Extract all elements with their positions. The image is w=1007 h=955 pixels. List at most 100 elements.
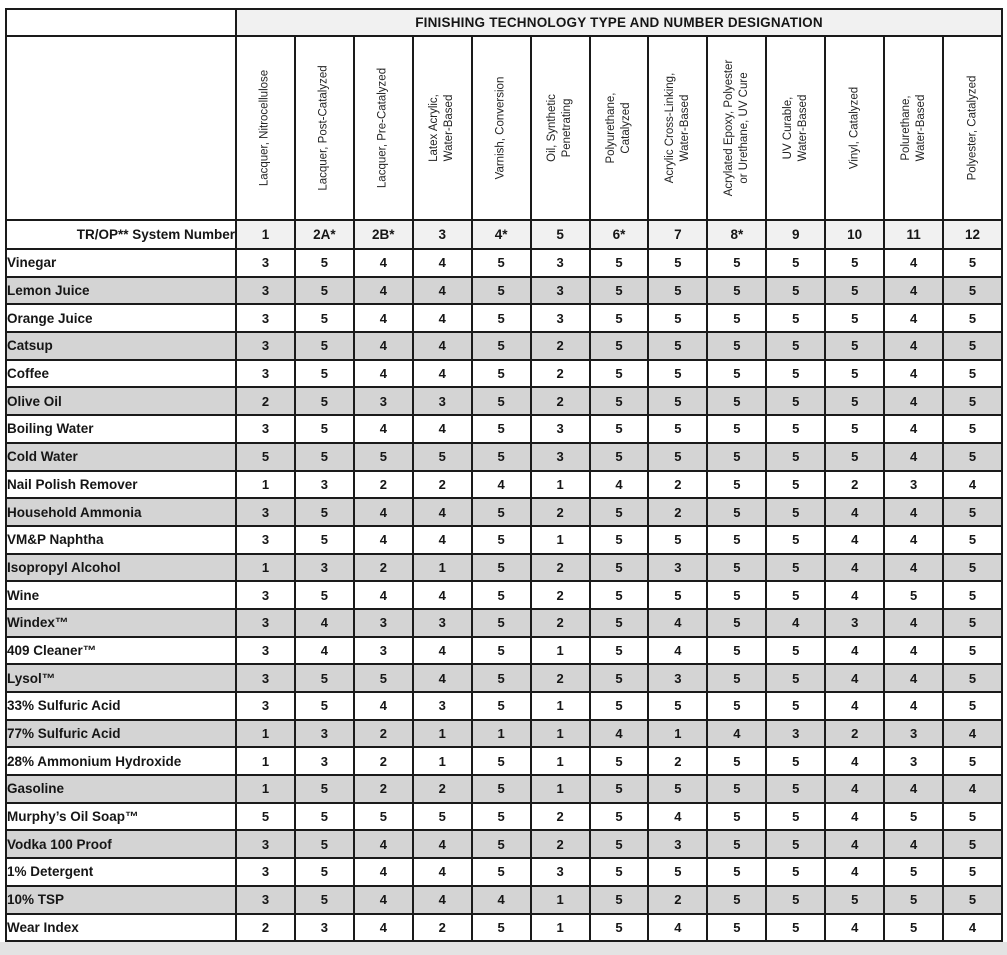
page-bottom-edge	[0, 942, 1007, 955]
table-row: Olive Oil 2 5 3 3 5 2 5 5 5 5 5 4 5	[5, 386, 1003, 417]
column-header-label: Oil, Synthetic Penetrating	[546, 94, 574, 162]
system-number-cell: 11	[883, 219, 945, 250]
rating-cell: 5	[765, 358, 827, 389]
rating-cell: 3	[235, 884, 296, 915]
rating-cell: 5	[706, 884, 768, 915]
table-row: 77% Sulfuric Acid 1 3 2 1 1 1 4 1 4 3 2 3 4	[5, 718, 1003, 749]
table-row: Vinegar 3 5 4 4 5 3 5 5 5 5 5 4 5	[5, 248, 1003, 278]
system-number-cell: 10	[824, 219, 886, 250]
rating-cell: 2	[647, 497, 709, 527]
rating-cell: 5	[588, 580, 650, 610]
rating-cell: 2	[529, 358, 591, 389]
table-row: Murphy’s Oil Soap™ 5 5 5 5 5 2 5 4 5 5 4 5 5	[5, 801, 1003, 832]
rating-cell: 5	[942, 552, 1003, 583]
rating-cell: 4	[942, 912, 1003, 943]
rating-cell: 4	[883, 358, 945, 389]
rating-cell: 3	[235, 414, 296, 444]
table-row: Catsup 3 5 4 4 5 2 5 5 5 5 5 4 5	[5, 331, 1003, 361]
rating-cell: 4	[352, 358, 414, 389]
column-header-cell: Polyurethane, Catalyzed	[588, 35, 650, 221]
rating-cell: 5	[293, 580, 355, 610]
system-number-cell: 8*	[706, 219, 768, 250]
rating-cell: 5	[588, 774, 650, 804]
rating-cell: 5	[293, 303, 355, 334]
rating-cell: 4	[352, 414, 414, 444]
rating-cell: 5	[942, 331, 1003, 361]
table-row: Coffee 3 5 4 4 5 2 5 5 5 5 5 4 5	[5, 358, 1003, 389]
rating-cell: 5	[706, 774, 768, 804]
column-header-label: Acrylated Epoxy, Polyester or Urethane, …	[722, 59, 750, 197]
rating-cell: 5	[942, 857, 1003, 887]
rating-cell: 1	[529, 912, 591, 943]
rating-cell: 5	[765, 691, 827, 721]
rating-cell: 5	[470, 248, 532, 278]
rating-cell: 4	[824, 552, 886, 583]
rating-cell: 4	[883, 552, 945, 583]
rating-cell: 4	[647, 635, 709, 666]
column-header-cell: Polyester, Catalyzed	[942, 35, 1003, 221]
row-label: Wine	[5, 580, 237, 610]
rating-cell: 5	[883, 912, 945, 943]
rating-cell: 4	[352, 857, 414, 887]
row-label: Lemon Juice	[5, 275, 237, 306]
rating-cell: 5	[765, 331, 827, 361]
rating-cell: 5	[647, 857, 709, 887]
rating-cell: 1	[235, 469, 296, 500]
rating-cell: 2	[529, 386, 591, 417]
row-label: 77% Sulfuric Acid	[5, 718, 237, 749]
rating-cell: 5	[293, 829, 355, 860]
rating-cell: 5	[647, 303, 709, 334]
rating-cell: 5	[588, 857, 650, 887]
rating-cell: 5	[706, 857, 768, 887]
rating-cell: 5	[588, 303, 650, 334]
rating-cell: 4	[883, 774, 945, 804]
column-header-cell: Acrylic Cross-Linking, Water-Based	[647, 35, 709, 221]
table-row: 28% Ammonium Hydroxide 1 3 2 1 5 1 5 2 5 5 4 3 5	[5, 746, 1003, 777]
rating-cell: 3	[235, 524, 296, 555]
rating-cell: 5	[765, 303, 827, 334]
rating-cell: 5	[470, 691, 532, 721]
table-row: Wear Index 2 3 4 2 5 1 5 4 5 5 4 5 4	[5, 912, 1003, 943]
rating-cell: 5	[470, 801, 532, 832]
rating-cell: 5	[470, 414, 532, 444]
rating-cell: 5	[706, 441, 768, 472]
row-label: Household Ammonia	[5, 497, 237, 527]
column-header-label: Lacquer, Nitrocellulose	[258, 69, 271, 187]
column-header-cell: UV Curable, Water-Based	[765, 35, 827, 221]
rating-cell: 5	[588, 497, 650, 527]
rating-cell: 5	[293, 801, 355, 832]
rating-cell: 5	[706, 414, 768, 444]
table-header: FINISHING TECHNOLOGY TYPE AND NUMBER DES…	[5, 8, 1003, 250]
spacer-cell	[5, 8, 237, 37]
rating-cell: 3	[293, 912, 355, 943]
column-header-label: Vinyl, Catalyzed	[848, 86, 861, 170]
spacer-cell	[5, 35, 237, 221]
rating-cell: 1	[411, 718, 473, 749]
rating-cell: 4	[824, 857, 886, 887]
rating-cell: 5	[706, 497, 768, 527]
rating-cell: 4	[647, 801, 709, 832]
column-header-cell: Oil, Synthetic Penetrating	[529, 35, 591, 221]
rating-cell: 5	[765, 275, 827, 306]
rating-cell: 3	[293, 552, 355, 583]
rating-cell: 4	[411, 358, 473, 389]
rating-cell: 4	[883, 497, 945, 527]
system-number-cell: 5	[529, 219, 591, 250]
rating-cell: 5	[470, 441, 532, 472]
rating-cell: 4	[352, 691, 414, 721]
system-number-cell: 4*	[470, 219, 532, 250]
rating-cell: 5	[942, 607, 1003, 638]
rating-cell: 5	[765, 248, 827, 278]
rating-cell: 5	[824, 248, 886, 278]
table-row: 1% Detergent 3 5 4 4 5 3 5 5 5 5 4 5 5	[5, 857, 1003, 887]
rating-cell: 2	[352, 774, 414, 804]
rating-cell: 3	[647, 552, 709, 583]
rating-cell: 5	[942, 414, 1003, 444]
rating-cell: 2	[352, 552, 414, 583]
rating-cell: 5	[942, 358, 1003, 389]
rating-cell: 5	[883, 884, 945, 915]
rating-cell: 3	[765, 718, 827, 749]
rating-cell: 3	[235, 691, 296, 721]
rating-cell: 5	[942, 275, 1003, 306]
rating-cell: 3	[529, 248, 591, 278]
